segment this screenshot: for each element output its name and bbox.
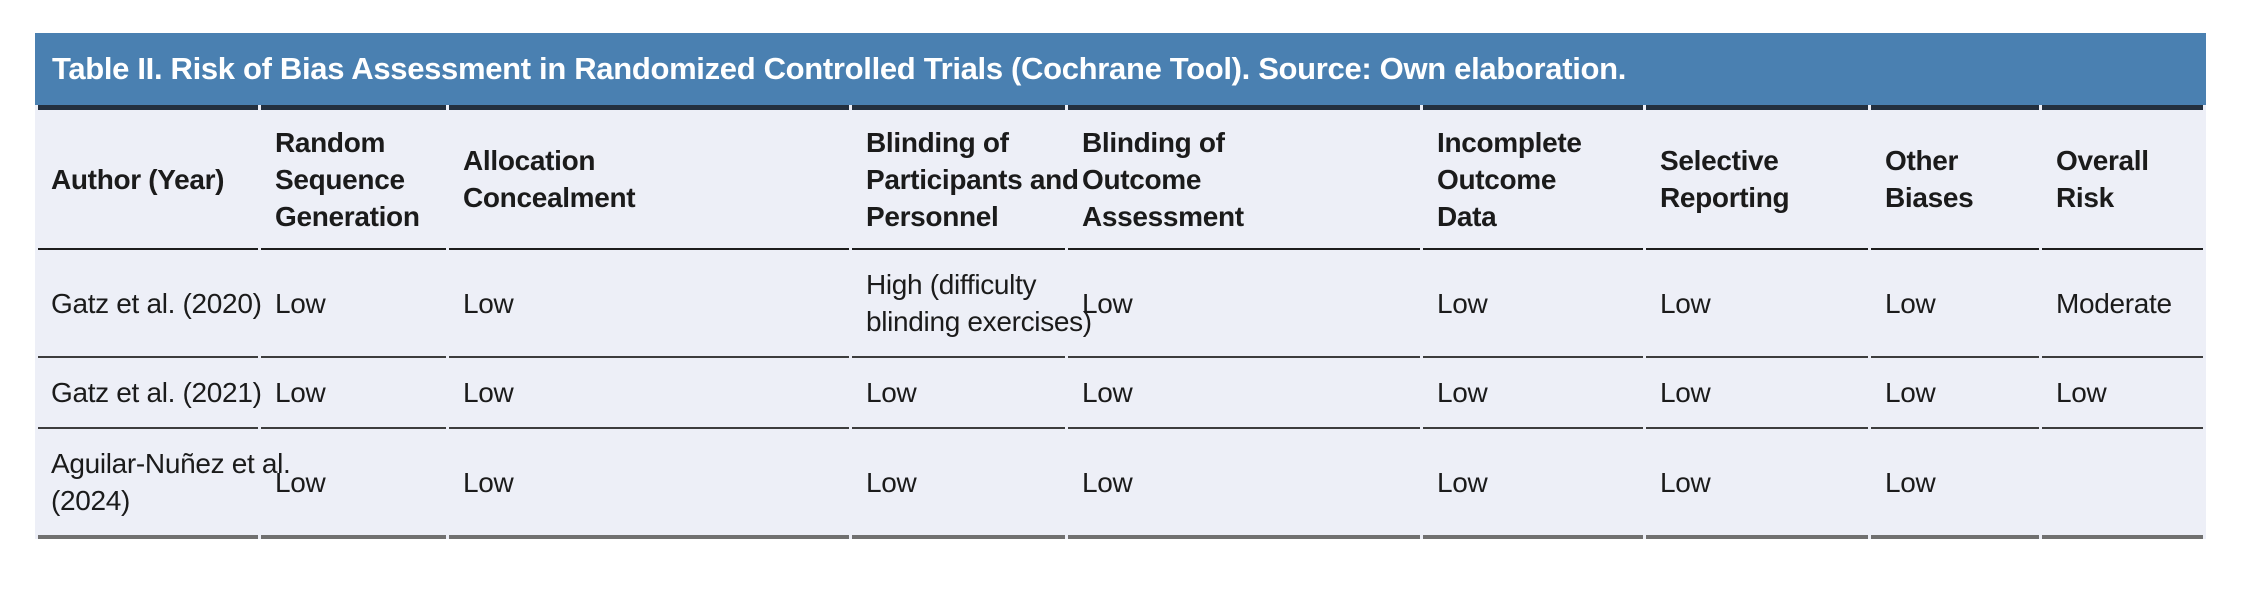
column-header-9: Overall Risk (2042, 105, 2203, 250)
cell-text-line: Moderate (2056, 287, 2172, 319)
rating-cell (2042, 429, 2203, 539)
rating-cell: Low (1871, 250, 2039, 358)
cell-text-line: Outcome (1437, 163, 1557, 195)
rating-cell: Low (449, 358, 849, 429)
rating-cell: Low (1646, 429, 1868, 539)
cell-text-line: Low (275, 377, 326, 408)
cell-text-line: Low (866, 377, 917, 408)
cell-text-line: Random (275, 126, 386, 158)
rating-cell: Low (2042, 358, 2203, 429)
rating-cell: Low (1871, 358, 2039, 429)
cell-text-line: Selective (1660, 145, 1779, 176)
cell-text-line: High (difficulty (866, 269, 1037, 300)
cell-text-line: Data (1437, 200, 1497, 232)
cell-text-line: Low (1082, 287, 1133, 319)
cell-text-line: Assessment (1082, 200, 1244, 232)
rating-cell: Low (1068, 429, 1420, 539)
cell-text-line: Risk (2056, 182, 2114, 213)
table-body: Gatz et al. (2020) Low Low High (difficulty… (38, 250, 2203, 539)
rating-cell: Moderate (2042, 250, 2203, 358)
rating-cell: Low (1646, 358, 1868, 429)
column-header-5: Blinding of Outcome Assessment (1068, 105, 1420, 250)
cell-text-line: (2024) (51, 485, 131, 516)
cell-text-line: Incomplete (1437, 126, 1582, 158)
cell-text-line: Overall (2056, 145, 2149, 176)
column-header-3: Allocation Concealment (449, 105, 849, 250)
column-header-8: Other Biases (1871, 105, 2039, 250)
cell-text-line: Low (1885, 466, 1936, 498)
cell-text-line: Low (463, 377, 514, 408)
cell-text-line: Low (1660, 377, 1711, 408)
table-title: Table II. Risk of Bias Assessment in Ran… (52, 51, 1627, 86)
cell-text-line: Outcome (1082, 163, 1202, 195)
cell-text-line: Low (463, 466, 514, 498)
cell-text-line: Sequence (275, 163, 405, 195)
cell-text-line: Reporting (1660, 182, 1790, 213)
cell-text-line: Generation (275, 200, 420, 232)
cell-text-line: Personnel (866, 200, 999, 232)
cell-text-line: Author (Year) (51, 163, 225, 195)
rating-cell: Low (261, 358, 446, 429)
cell-text-line: Low (1082, 466, 1133, 498)
cell-text-line: Concealment (463, 182, 636, 213)
table-row-3: Aguilar-Nuñez et al. (2024) Low Low Low Low Lo… (38, 429, 2203, 539)
cell-text-line: Low (1437, 287, 1488, 319)
rating-cell: Low (1068, 358, 1420, 429)
table-title-bar: Table II. Risk of Bias Assessment in Ran… (35, 33, 2206, 105)
cell-text-line: Biases (1885, 182, 1974, 213)
table-row-2: Gatz et al. (2021) Low Low Low Low Low Low Low L… (38, 358, 2203, 429)
cell-text-line: Allocation (463, 145, 596, 176)
rating-cell: Low (449, 429, 849, 539)
cell-text-line: Low (1437, 377, 1488, 408)
rating-cell: Low (852, 429, 1065, 539)
column-header-6: Incomplete Outcome Data (1423, 105, 1643, 250)
cell-text-line: Gatz et al. (2021) (51, 377, 262, 408)
cell-text-line: Aguilar-Nuñez et al. (51, 448, 291, 479)
cell-text-line: Low (1437, 466, 1488, 498)
header-row: Author (Year) Random Sequence Generation All… (38, 105, 2203, 250)
cell-text-line: Participants and (866, 163, 1079, 195)
rating-cell: Low (1423, 358, 1643, 429)
cell-text-line: Low (1082, 377, 1133, 408)
cell-text-line: Blinding of (1082, 126, 1225, 158)
cell-text-line: Low (1660, 287, 1711, 319)
cell-text-line: Low (275, 287, 326, 319)
rating-cell: Low (261, 429, 446, 539)
cell-text-line: Low (463, 287, 514, 319)
risk-of-bias-table: Author (Year) Random Sequence Generation All… (35, 105, 2206, 539)
rating-cell: Low (852, 358, 1065, 429)
cell-text-line: Gatz et al. (2020) (51, 287, 262, 319)
rating-cell: Low (1871, 429, 2039, 539)
rating-cell: Low (1646, 250, 1868, 358)
cell-text-line: Other (1885, 145, 1959, 176)
cell-text-line: Blinding of (866, 126, 1009, 158)
rating-cell: Low (449, 250, 849, 358)
cell-text-line: Low (866, 466, 917, 498)
table-row-1: Gatz et al. (2020) Low Low High (difficulty… (38, 250, 2203, 358)
cell-text-line: Low (2056, 377, 2107, 408)
cell-text-line: Low (1660, 466, 1711, 498)
rating-cell: Low (1423, 250, 1643, 358)
cell-text-line: Low (1885, 377, 1936, 408)
author-cell: Gatz et al. (2021) (38, 358, 262, 429)
cell-text-line: blinding exercises) (866, 306, 1092, 337)
rating-cell: Low (1068, 250, 1420, 358)
cell-text-line: Low (1885, 287, 1936, 319)
rating-cell: Low (261, 250, 446, 358)
column-header-2: Random Sequence Generation (261, 105, 446, 250)
author-cell: Gatz et al. (2020) (38, 250, 262, 358)
cell-text-line: Low (275, 466, 326, 498)
rating-cell: Low (1423, 429, 1643, 539)
page: Table II. Risk of Bias Assessment in Ran… (35, 33, 2206, 539)
rating-cell: High (difficulty blinding exercises) (852, 250, 1092, 358)
column-header-1: Author (Year) (38, 105, 258, 250)
column-header-7: Selective Reporting (1646, 105, 1868, 250)
author-cell: Aguilar-Nuñez et al. (2024) (38, 429, 291, 539)
column-header-4: Blinding of Participants and Personnel (852, 105, 1079, 250)
table-header: Author (Year) Random Sequence Generation All… (38, 105, 2203, 250)
